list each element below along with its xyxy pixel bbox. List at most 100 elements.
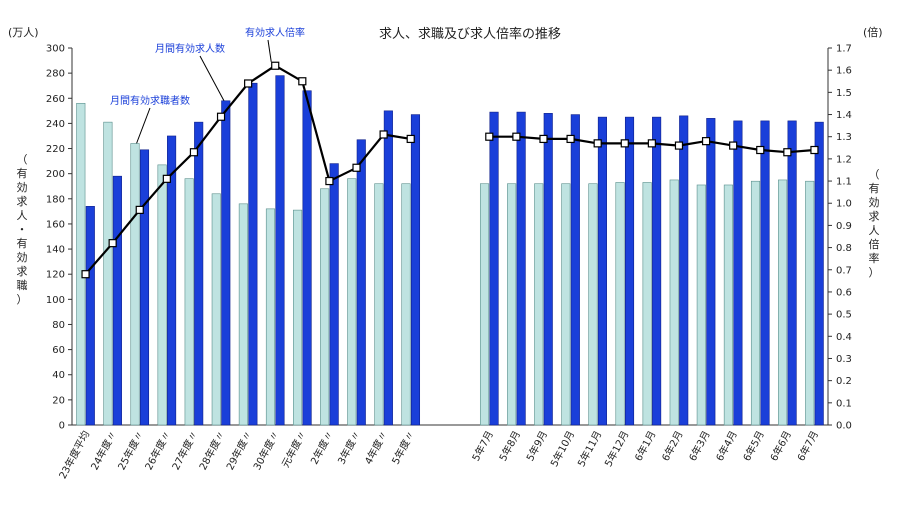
right-tick-label: 1.7 bbox=[836, 44, 852, 55]
left-tick-label: 20 bbox=[52, 395, 65, 406]
annotation-ratio-leader bbox=[267, 39, 272, 62]
bar-job-offers bbox=[221, 100, 231, 426]
bar-job-offers bbox=[167, 135, 177, 426]
bar-job-seekers bbox=[723, 184, 733, 426]
y-axis-title-char: 効 bbox=[17, 250, 28, 264]
ratio-point bbox=[729, 141, 738, 150]
x-tick-label: 4年度〃 bbox=[362, 428, 391, 466]
bar-job-offers bbox=[652, 116, 662, 426]
right-tick-label: 1.5 bbox=[836, 88, 852, 99]
ratio-point bbox=[162, 174, 171, 183]
bar-job-seekers bbox=[238, 203, 248, 426]
annotation-ratio: 有効求人倍率 bbox=[245, 26, 305, 39]
x-tick-label: 6年7月 bbox=[794, 428, 821, 463]
x-tick-label: 6年4月 bbox=[713, 428, 740, 463]
bar-job-offers bbox=[706, 118, 716, 426]
y2-axis-title-char: 人 bbox=[869, 224, 880, 237]
bar-job-seekers bbox=[401, 183, 411, 426]
right-tick-label: 1.6 bbox=[836, 66, 852, 77]
ratio-point bbox=[325, 176, 334, 186]
ratio-point bbox=[512, 132, 521, 141]
y-axis-title-char: 人 bbox=[17, 209, 28, 222]
right-tick-label: 0.3 bbox=[836, 354, 852, 365]
y2-axis-title-char: 効 bbox=[869, 195, 880, 209]
left-axis-unit: (万人) bbox=[8, 26, 39, 39]
y-axis-title-char: （ bbox=[17, 153, 28, 166]
right-tick-label: 0.4 bbox=[836, 332, 852, 343]
bar-job-offers bbox=[597, 116, 607, 426]
x-tick-label: 6年2月 bbox=[659, 428, 686, 463]
bar-job-seekers bbox=[642, 182, 652, 426]
y-axis-title-char: 職 bbox=[17, 279, 28, 292]
bar-job-seekers bbox=[507, 183, 517, 426]
bar-job-offers bbox=[383, 110, 393, 426]
annotation-seekers: 月間有効求職者数 bbox=[110, 94, 190, 107]
x-tick-label: 6年1月 bbox=[632, 428, 659, 463]
bar-job-offers bbox=[814, 121, 824, 426]
left-tick-label: 120 bbox=[46, 270, 65, 281]
ratio-point bbox=[647, 139, 656, 148]
y-axis-title-char: ） bbox=[17, 293, 28, 306]
right-tick-label: 1.4 bbox=[836, 110, 852, 121]
x-tick-label: 5年7月 bbox=[469, 428, 496, 463]
bar-job-offers bbox=[139, 149, 150, 426]
y2-axis-title-char: 倍 bbox=[869, 237, 880, 251]
x-tick-label: 5年11月 bbox=[574, 428, 604, 469]
bar-job-seekers bbox=[76, 102, 86, 426]
left-tick-label: 280 bbox=[46, 69, 65, 80]
bar-job-offers bbox=[787, 120, 797, 426]
bar-job-offers bbox=[624, 116, 635, 426]
right-axis-unit: (倍) bbox=[863, 25, 883, 39]
ratio-point bbox=[539, 134, 548, 144]
bar-job-seekers bbox=[374, 183, 384, 426]
left-tick-label: 140 bbox=[46, 245, 65, 256]
bar-job-seekers bbox=[130, 143, 140, 426]
bar-job-seekers bbox=[778, 179, 788, 426]
bar-job-seekers bbox=[347, 178, 357, 426]
ratio-point bbox=[593, 139, 602, 148]
bar-job-offers bbox=[489, 111, 499, 426]
bar-job-seekers bbox=[265, 208, 276, 426]
left-tick-label: 240 bbox=[46, 119, 65, 130]
ratio-point bbox=[701, 137, 711, 146]
bar-job-offers bbox=[516, 111, 526, 426]
right-tick-label: 0.6 bbox=[836, 287, 852, 298]
right-tick-label: 0.7 bbox=[836, 265, 852, 276]
bar-job-seekers bbox=[320, 188, 330, 426]
x-tick-label: 6年6月 bbox=[767, 428, 794, 463]
x-tick-label: 28年度〃 bbox=[196, 428, 228, 472]
x-tick-label: 6年5月 bbox=[740, 428, 767, 463]
x-tick-label: 30年度〃 bbox=[250, 428, 282, 472]
x-tick-label: 3年度〃 bbox=[335, 428, 364, 466]
ratio-point bbox=[756, 145, 765, 155]
y-axis-title-char: 求 bbox=[17, 195, 28, 208]
bar-job-seekers bbox=[696, 184, 706, 426]
left-tick-label: 260 bbox=[46, 94, 65, 105]
ratio-point bbox=[406, 134, 415, 144]
left-tick-label: 0 bbox=[59, 421, 65, 432]
bar-job-offers bbox=[543, 113, 553, 426]
annotation-seekers-leader bbox=[135, 107, 151, 146]
left-tick-label: 300 bbox=[46, 44, 65, 55]
x-tick-label: 27年度〃 bbox=[169, 428, 201, 472]
right-tick-label: 0.8 bbox=[836, 243, 852, 254]
ratio-point bbox=[810, 145, 819, 155]
ratio-point bbox=[108, 239, 117, 248]
right-tick-label: 1.2 bbox=[836, 154, 852, 165]
ratio-point bbox=[135, 205, 144, 214]
bar-job-seekers bbox=[561, 183, 571, 426]
bar-job-seekers bbox=[184, 178, 194, 426]
ratio-point bbox=[783, 148, 792, 157]
bar-job-seekers bbox=[103, 121, 113, 426]
bar-job-offers bbox=[275, 75, 285, 426]
left-tick-label: 100 bbox=[46, 295, 65, 306]
ratio-point bbox=[620, 139, 629, 148]
bar-job-offers bbox=[356, 139, 366, 426]
ratio-point bbox=[379, 130, 388, 139]
ratio-point bbox=[566, 134, 575, 144]
left-tick-label: 200 bbox=[46, 169, 65, 180]
bar-job-seekers bbox=[534, 183, 544, 426]
bar-job-offers bbox=[85, 206, 95, 426]
line-group bbox=[81, 61, 819, 279]
